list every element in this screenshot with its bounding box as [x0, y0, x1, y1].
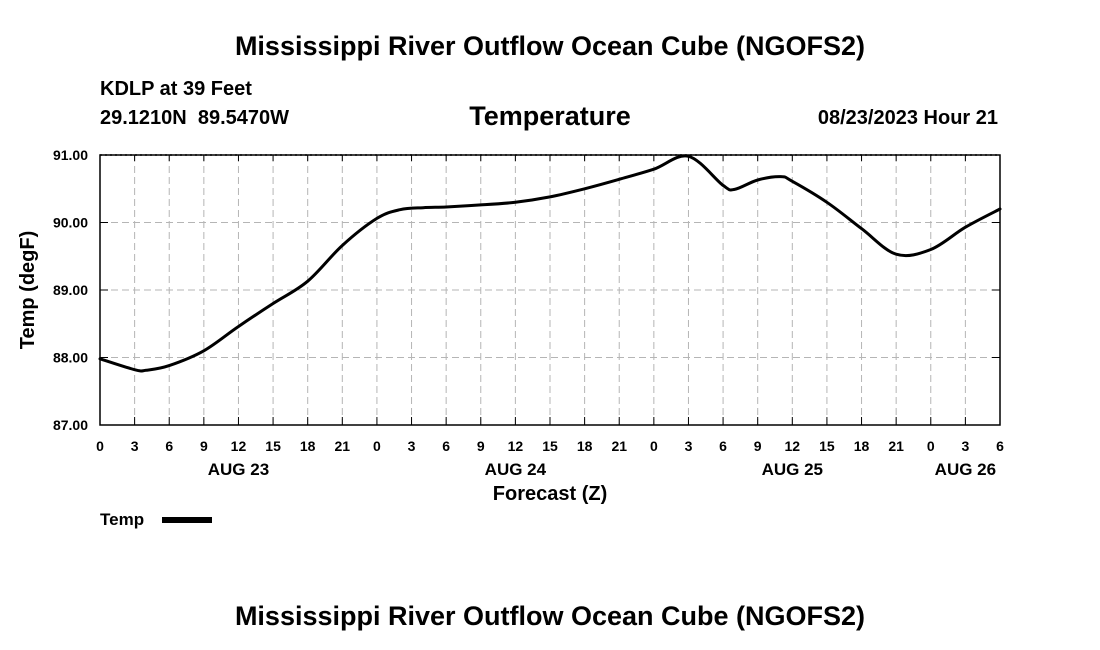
x-tick-label: 0: [96, 438, 104, 454]
y-tick-label: 91.00: [53, 147, 88, 163]
x-tick-label: 12: [785, 438, 801, 454]
y-tick-label: 90.00: [53, 215, 88, 231]
temp-series-line: [98, 154, 1002, 373]
x-tick-label: 6: [442, 438, 450, 454]
x-tick-label: 3: [685, 438, 693, 454]
y-tick-label: 89.00: [53, 282, 88, 298]
legend-label: Temp: [100, 510, 144, 529]
x-tick-label: 18: [854, 438, 870, 454]
date-labels: AUG 23 AUG 24 AUG 25 AUG 26: [208, 460, 996, 479]
x-tick-label: 12: [231, 438, 247, 454]
x-tick-label: 15: [542, 438, 558, 454]
x-tick-label: 15: [819, 438, 835, 454]
x-tick-label: 6: [996, 438, 1004, 454]
page-title: Mississippi River Outflow Ocean Cube (NG…: [235, 31, 865, 61]
x-tick-labels: 0 3 6 9 12 15 18 21 0 3 6 9 12 15 18 21 0 3 6 9 12 15 18 21 0 3 6: [96, 438, 1004, 454]
date-label: AUG 26: [935, 460, 996, 479]
x-tick-label: 0: [927, 438, 935, 454]
x-tick-label: 3: [961, 438, 969, 454]
plot-frame: [99, 154, 1001, 426]
station-label: KDLP at 39 Feet: [100, 78, 252, 100]
x-tick-label: 6: [165, 438, 173, 454]
x-tick-label: 9: [200, 438, 208, 454]
footer-title: Mississippi River Outflow Ocean Cube (NG…: [235, 601, 865, 631]
x-tick-label: 21: [888, 438, 904, 454]
x-axis-label: Forecast (Z): [493, 483, 607, 505]
x-tick-label: 0: [650, 438, 658, 454]
x-tick-label: 6: [719, 438, 727, 454]
y-tick-label: 87.00: [53, 417, 88, 433]
x-tick-label: 3: [408, 438, 416, 454]
x-tick-label: 9: [477, 438, 485, 454]
y-axis-label: Temp (degF): [17, 231, 39, 350]
chart-title: Temperature: [469, 101, 631, 131]
x-tick-label: 9: [754, 438, 762, 454]
datetime-label: 08/23/2023 Hour 21: [818, 107, 998, 129]
y-tick-labels: 87.00 88.00 89.00 90.00 91.00: [53, 147, 88, 433]
x-tick-label: 18: [577, 438, 593, 454]
x-tick-label: 3: [131, 438, 139, 454]
date-label: AUG 24: [485, 460, 547, 479]
y-tick-label: 88.00: [53, 350, 88, 366]
x-tick-label: 18: [300, 438, 316, 454]
x-tick-label: 21: [335, 438, 351, 454]
x-tick-label: 0: [373, 438, 381, 454]
date-label: AUG 23: [208, 460, 269, 479]
x-tick-label: 15: [265, 438, 281, 454]
x-tick-label: 12: [508, 438, 524, 454]
x-tick-label: 21: [611, 438, 627, 454]
date-label: AUG 25: [762, 460, 823, 479]
grid-lines: [100, 154, 1000, 425]
coordinates-label: 29.1210N 89.5470W: [100, 107, 289, 129]
